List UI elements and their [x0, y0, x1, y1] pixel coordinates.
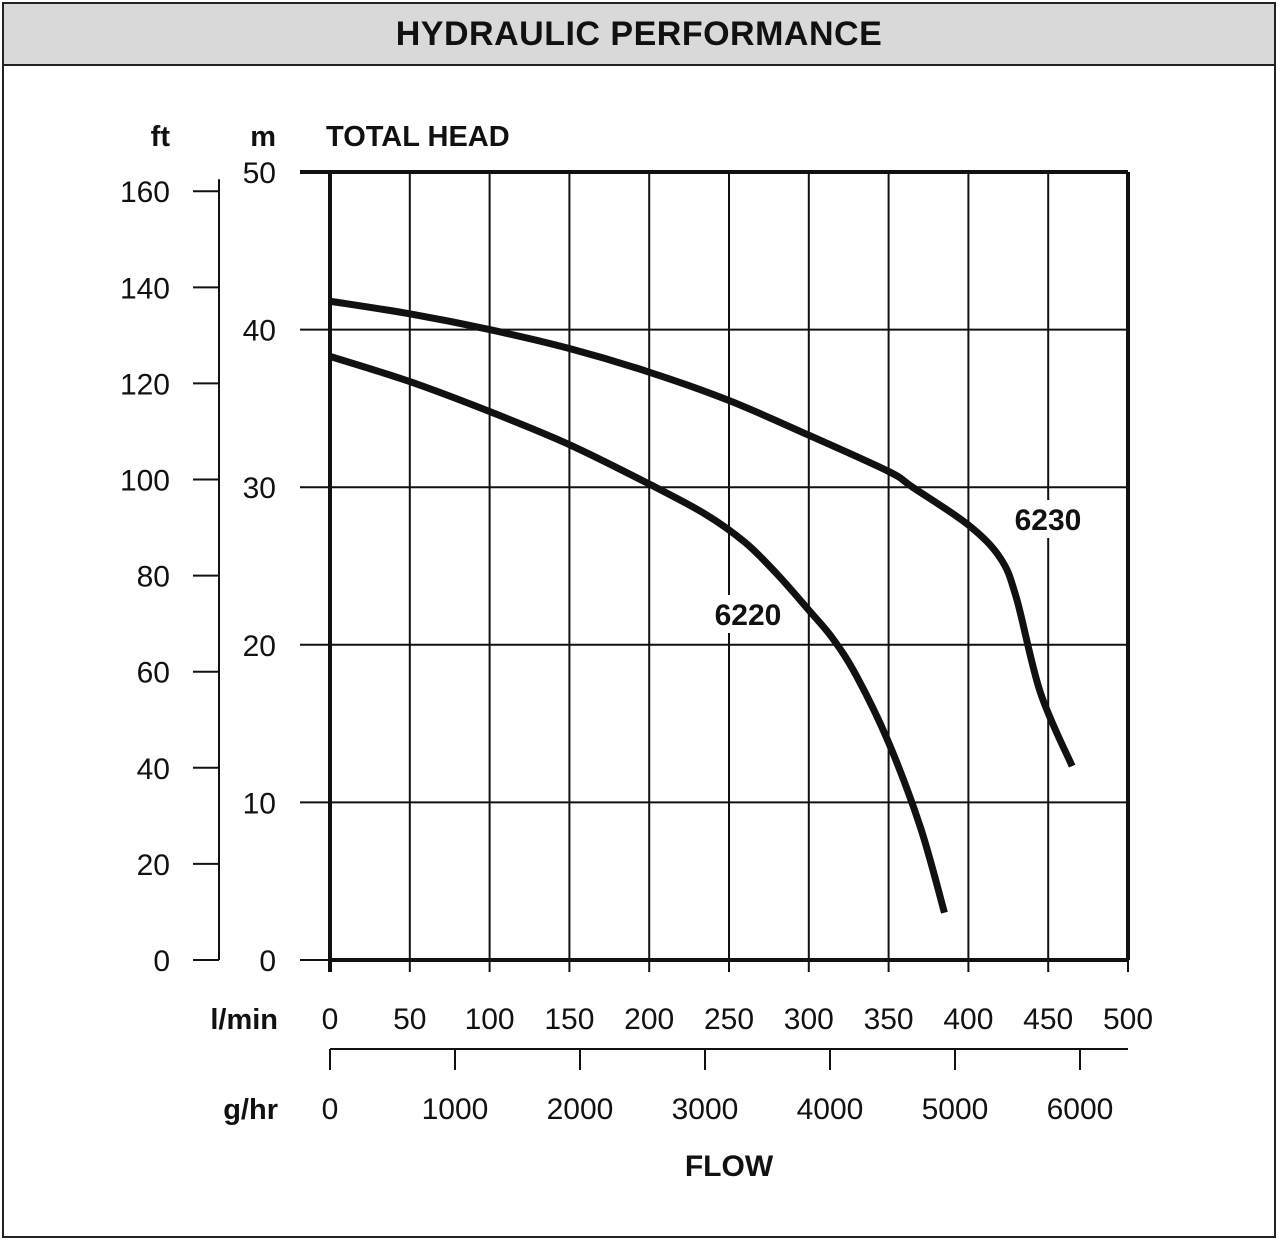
x-tick-label-lmin: 0 — [322, 1003, 339, 1036]
y-tick-label-m: 40 — [243, 315, 276, 348]
x-tick-label-ghr: 1000 — [422, 1093, 489, 1126]
series-line-6220 — [328, 353, 948, 914]
y-tick-label-ft: 20 — [137, 849, 170, 882]
chart-title: HYDRAULIC PERFORMANCE — [395, 14, 883, 53]
x-tick-label-lmin: 300 — [784, 1003, 834, 1036]
y-tick-label-ft: 80 — [137, 561, 170, 594]
x-tick-label-lmin: 350 — [864, 1003, 914, 1036]
y-tick-label-ft: 40 — [137, 753, 170, 786]
y-tick-label-ft: 140 — [120, 272, 170, 305]
series-line-6230 — [329, 297, 1076, 768]
series-label-bg-6230 — [1010, 500, 1086, 538]
y-tick-label-m: 10 — [243, 787, 276, 820]
x-tick-label-ghr: 2000 — [547, 1093, 614, 1126]
x-tick-label-lmin: 450 — [1023, 1003, 1073, 1036]
y-tick-label-ft: 120 — [120, 368, 170, 401]
x-tick-label-lmin: 500 — [1103, 1003, 1153, 1036]
y-tick-label-m: 30 — [243, 472, 276, 505]
x-axis-title: FLOW — [685, 1150, 774, 1183]
x-unit-ghr: g/hr — [223, 1094, 278, 1126]
chart-header: HYDRAULIC PERFORMANCE — [4, 4, 1274, 66]
x-tick-label-lmin: 50 — [393, 1003, 426, 1036]
y-tick-label-m: 50 — [243, 157, 276, 190]
series-label-6220: 6220 — [715, 599, 782, 632]
y-tick-label-m: 20 — [243, 630, 276, 663]
x-tick-label-ghr: 5000 — [922, 1093, 989, 1126]
y-tick-label-ft: 100 — [120, 465, 170, 498]
x-tick-label-lmin: 400 — [943, 1003, 993, 1036]
y-tick-label-ft: 0 — [153, 945, 170, 978]
series-label-bg-6220 — [710, 595, 786, 633]
x-tick-label-ghr: 0 — [322, 1093, 339, 1126]
x-tick-label-lmin: 250 — [704, 1003, 754, 1036]
y-tick-label-m: 0 — [259, 945, 276, 978]
x-tick-label-lmin: 150 — [544, 1003, 594, 1036]
y-axis-title: TOTAL HEAD — [326, 121, 510, 153]
y-tick-label-ft: 60 — [137, 657, 170, 690]
x-tick-label-ghr: 4000 — [797, 1093, 864, 1126]
x-unit-lmin: l/min — [210, 1004, 278, 1036]
y-unit-m: m — [250, 121, 276, 153]
y-tick-label-ft: 160 — [120, 176, 170, 209]
x-tick-label-ghr: 6000 — [1047, 1093, 1114, 1126]
x-tick-label-lmin: 200 — [624, 1003, 674, 1036]
x-tick-label-ghr: 3000 — [672, 1093, 739, 1126]
y-unit-ft: ft — [151, 121, 171, 153]
x-tick-label-lmin: 100 — [465, 1003, 515, 1036]
series-label-6230: 6230 — [1015, 504, 1082, 537]
